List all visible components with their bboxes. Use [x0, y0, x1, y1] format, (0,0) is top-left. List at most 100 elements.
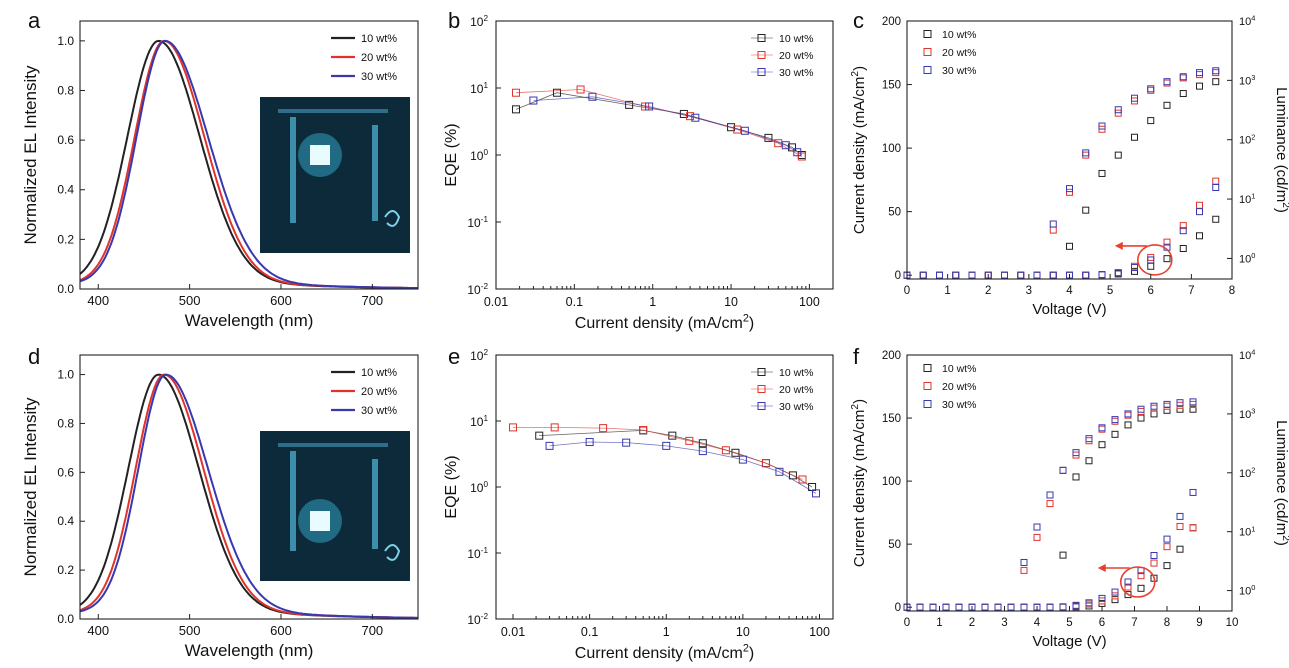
current-density-point — [1212, 183, 1220, 191]
y2-tick-label-sup: 4 — [1251, 348, 1255, 357]
y-tick-label: 1.0 — [57, 368, 74, 382]
luminance-point — [1196, 69, 1203, 77]
y-tick-label: 0.4 — [57, 183, 74, 197]
current-density-point — [1017, 271, 1025, 279]
luminance-point — [1072, 473, 1080, 481]
y-axis-label: EQE (%) — [443, 455, 460, 518]
data-point — [535, 431, 544, 440]
data-point — [622, 438, 631, 447]
current-density-point — [952, 271, 960, 279]
luminance-point — [1085, 457, 1093, 465]
y-tick-label: 102 — [470, 14, 488, 29]
luminance-point — [1066, 185, 1073, 193]
y2-tick-label-base: 10 — [1239, 409, 1251, 421]
luminance-point — [1114, 106, 1122, 114]
y-tick-label: 200 — [882, 16, 901, 28]
y2-axis-label-base: Luminance (cd/m — [1273, 87, 1289, 202]
y-tick-label: 10-2 — [467, 282, 488, 297]
legend-label: 30 wt% — [779, 67, 813, 79]
y2-tick-label: 104 — [1239, 14, 1255, 28]
y2-axis-label-sup: 2 — [1280, 535, 1289, 541]
current-density-point — [936, 271, 943, 279]
x-tick-label: 500 — [179, 293, 201, 308]
luminance-point — [1163, 78, 1171, 86]
y2-tick-label-sup: 1 — [1251, 524, 1255, 533]
y2-tick-label-base: 10 — [1239, 253, 1251, 265]
current-density-point — [1046, 603, 1054, 611]
legend-marker — [923, 30, 932, 38]
luminance-point — [1189, 405, 1197, 413]
inset-fixture-left — [290, 451, 296, 551]
plot-frame — [906, 20, 1233, 280]
legend-label: 20 wt% — [942, 47, 976, 59]
current-density-point — [981, 603, 989, 611]
y2-tick-label-sup: 3 — [1251, 406, 1255, 415]
plot-frame — [79, 20, 419, 290]
y-axis-label: Normalized EL Intensity — [21, 397, 40, 576]
y-tick-label-sup: 0 — [483, 480, 488, 489]
y-tick-label-base: 10 — [470, 349, 484, 363]
series-line — [79, 373, 418, 619]
data-point — [740, 126, 749, 135]
y-axis-label-sup: 2 — [850, 71, 861, 77]
x-tick-label: 3 — [1001, 617, 1007, 629]
legend-marker — [757, 385, 766, 393]
y-tick-label-base: 10 — [470, 149, 484, 163]
series-line — [515, 89, 802, 157]
y-tick-label: 0.2 — [57, 563, 74, 577]
current-density-point — [968, 271, 976, 279]
legend-label: 10 wt% — [779, 367, 813, 379]
y2-tick-label-base: 10 — [1239, 586, 1251, 598]
data-point — [552, 88, 561, 97]
current-density-point — [1124, 578, 1132, 586]
data-point — [721, 446, 730, 455]
data-point — [585, 438, 594, 447]
y-tick-label: 0.6 — [57, 133, 74, 147]
y-tick-label: 50 — [888, 207, 901, 219]
y2-tick-label-sup: 4 — [1251, 14, 1255, 23]
luminance-point — [1137, 414, 1145, 422]
y-tick-label: 0.0 — [57, 612, 74, 626]
current-density-point — [942, 603, 950, 611]
current-density-point — [1131, 264, 1138, 272]
y2-tick-label-sup: 0 — [1251, 251, 1255, 260]
x-tick-label: 4 — [1034, 617, 1041, 629]
legend-label: 10 wt% — [779, 33, 813, 45]
luminance-point — [1046, 491, 1054, 499]
y-tick-label: 100 — [470, 148, 488, 163]
y-axis-label-sup: 2 — [850, 404, 861, 410]
x-tick-label: 100 — [799, 295, 820, 309]
annotation-circle — [1119, 566, 1156, 598]
y-tick-label: 0.8 — [57, 83, 74, 97]
y-tick-label-sup: -1 — [481, 215, 489, 224]
y2-axis-label-base: Luminance (cd/m — [1273, 420, 1289, 535]
current-density-point — [1196, 232, 1203, 240]
luminance-point — [1046, 500, 1054, 508]
series-line — [513, 427, 803, 480]
x-tick-label: 2 — [985, 285, 991, 297]
current-density-point — [1137, 584, 1145, 592]
x-axis-label-end: ) — [749, 315, 754, 332]
x-axis-label: Wavelength (nm) — [185, 641, 314, 660]
y-tick-label-sup: -2 — [481, 612, 489, 621]
y2-tick-label: 102 — [1239, 132, 1255, 146]
current-density-point — [916, 603, 924, 611]
luminance-point — [1082, 206, 1090, 214]
y2-axis-label: Luminance (cd/m2) — [1273, 420, 1289, 546]
current-density-point — [1196, 208, 1203, 216]
y2-tick-label: 101 — [1239, 524, 1255, 538]
y-tick-label-base: 10 — [467, 547, 481, 561]
legend-label: 30 wt% — [361, 71, 397, 83]
current-density-point — [1072, 601, 1080, 609]
luminance-point — [1179, 73, 1187, 81]
legend-label: 30 wt% — [942, 399, 976, 411]
y2-tick-label: 100 — [1239, 583, 1255, 597]
inset-background — [260, 97, 410, 253]
current-density-point — [1049, 271, 1057, 279]
luminance-point — [1082, 149, 1090, 157]
luminance-point — [1212, 78, 1220, 86]
luminance-point — [1124, 421, 1132, 429]
x-axis-label: Voltage (V) — [1032, 301, 1106, 318]
y2-tick-label-base: 10 — [1239, 135, 1251, 147]
data-point — [698, 439, 707, 448]
